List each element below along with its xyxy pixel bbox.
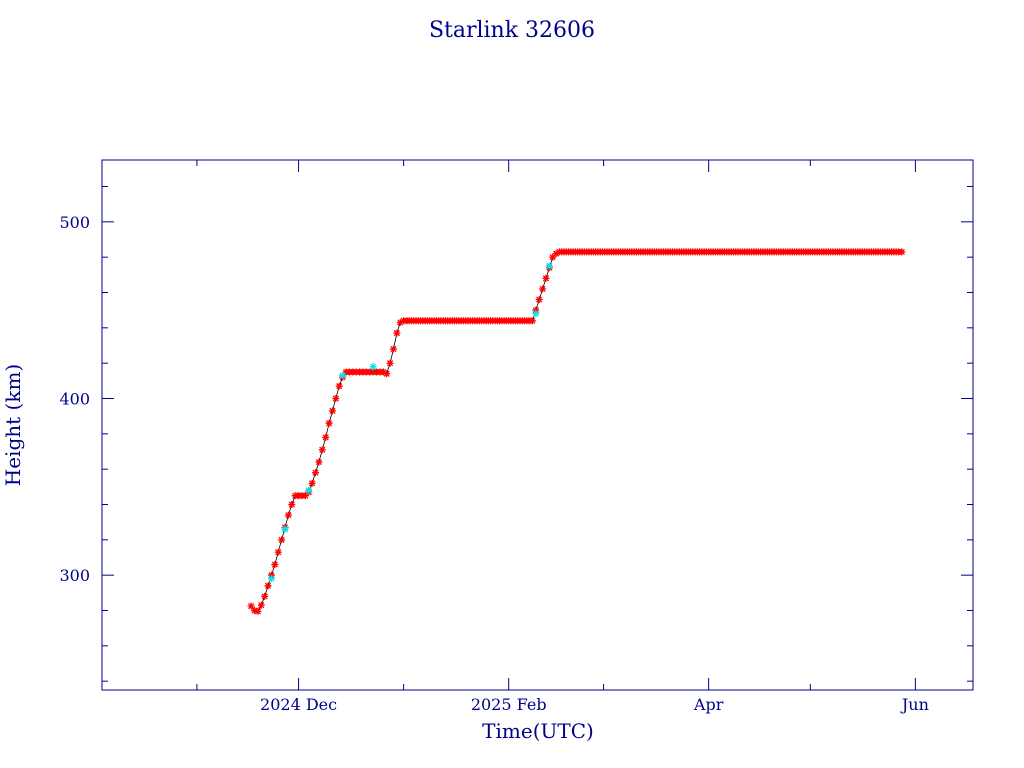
x-axis-label: Time(UTC) (482, 719, 594, 743)
y-tick-label: 500 (59, 213, 90, 232)
data-point-secondary (545, 262, 553, 270)
data-point-secondary (305, 486, 313, 494)
x-tick-label: Jun (900, 695, 929, 714)
data-point (393, 329, 401, 337)
data-point (284, 511, 292, 519)
data-point-secondary (267, 575, 275, 583)
series-line (250, 251, 902, 612)
y-tick-label: 300 (59, 566, 90, 585)
data-point (278, 536, 286, 544)
data-point (325, 419, 333, 427)
data-point (539, 285, 547, 293)
data-point (271, 561, 279, 569)
data-point-secondary (532, 310, 540, 318)
data-point (318, 446, 326, 454)
data-point (332, 395, 340, 402)
data-point-secondary (339, 372, 347, 380)
x-tick-label: 2025 Feb (471, 695, 547, 714)
data-point (308, 479, 316, 487)
data-point-secondary (281, 525, 289, 533)
data-point (383, 370, 391, 378)
data-point (389, 345, 397, 353)
data-point (322, 433, 330, 441)
data-point (254, 607, 262, 615)
data-point (542, 274, 550, 282)
data-point (328, 407, 336, 415)
data-point (247, 602, 255, 610)
data-point (535, 296, 543, 304)
data-point (257, 601, 265, 609)
series-layer (247, 248, 906, 615)
data-point (312, 469, 320, 477)
plot-frame (101, 159, 974, 691)
data-point-secondary (369, 363, 377, 371)
data-point (261, 592, 269, 600)
chart-title: Starlink 32606 (429, 18, 595, 43)
y-tick-label: 400 (59, 390, 90, 409)
data-point (898, 248, 906, 256)
data-point (264, 582, 272, 590)
data-point (335, 382, 343, 390)
data-point (288, 501, 296, 508)
data-point (315, 458, 323, 466)
data-point (528, 317, 536, 325)
y-axis-label: Height (km) (1, 364, 25, 486)
axis-tick-labels: 300 400 500 2024 Dec 2025 Feb Apr Jun (59, 213, 928, 714)
x-tick-label: 2024 Dec (260, 695, 337, 714)
x-tick-label: Apr (693, 695, 724, 714)
data-point (274, 548, 282, 556)
axis-ticks (102, 160, 973, 690)
data-point (386, 359, 394, 367)
